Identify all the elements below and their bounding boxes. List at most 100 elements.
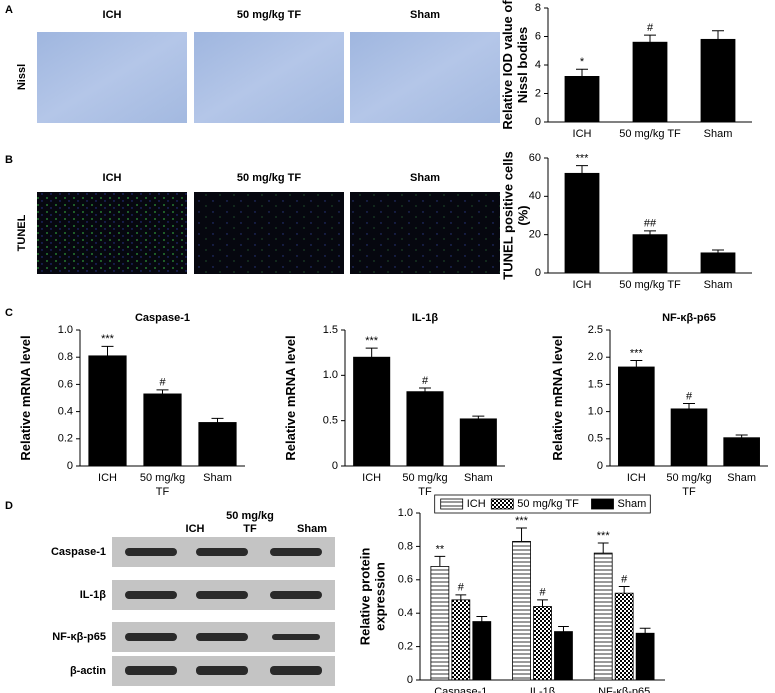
error-bar <box>419 387 431 392</box>
band <box>196 666 248 675</box>
significance-label: *** <box>597 530 611 542</box>
bar <box>554 631 573 681</box>
bar <box>632 41 668 123</box>
x-tick-label: ICH <box>98 472 117 484</box>
x-tick-label: IL-1β <box>529 686 556 693</box>
bar <box>632 234 668 274</box>
x-tick-label: ICH <box>572 279 592 291</box>
bar <box>700 252 736 274</box>
error-bar <box>712 249 724 253</box>
chart-title: NF-κβ-p65 <box>662 312 716 324</box>
y-tick-label: 0.2 <box>398 641 413 653</box>
column-label: ICH <box>103 9 122 21</box>
column-label: 50 mg/kg TF <box>237 172 301 184</box>
significance-label: # <box>422 375 429 387</box>
y-tick-label: 0.6 <box>398 574 413 586</box>
blot-row-label: Caspase-1 <box>51 546 106 558</box>
x-tick-label-box: Sham <box>203 472 232 484</box>
x-tick-label: NF-κβ-p65 <box>598 686 651 693</box>
chart-title: IL-1β <box>412 312 439 324</box>
nissl-image <box>194 32 344 123</box>
y-axis-label: Relative mRNA level <box>17 335 33 461</box>
x-tick-label: 50 mg/kg TF <box>619 279 681 291</box>
panel-label: C <box>5 307 13 319</box>
bar <box>406 391 444 467</box>
tunel-image <box>37 192 187 274</box>
x-tick-label-box: Sham <box>703 279 733 291</box>
bar <box>635 632 655 681</box>
legend-swatch <box>591 498 614 510</box>
error-bar <box>434 555 446 567</box>
row-label: TUNEL <box>16 214 28 251</box>
y-axis-label-box: Relative IOD value of Nissl bodies <box>500 0 530 129</box>
band <box>125 548 177 556</box>
y-tick-label: 1.5 <box>588 378 603 390</box>
bar <box>143 393 182 467</box>
blot-column-label-box: Sham <box>297 523 327 535</box>
error-bar <box>101 345 114 356</box>
nissl-image <box>37 32 187 123</box>
blot-bands <box>125 548 322 675</box>
significance-label: ** <box>436 543 445 555</box>
error-bar <box>156 389 169 394</box>
y-axis-label: Relative mRNA level <box>282 335 298 461</box>
x-tick-label-box: ICH <box>626 472 646 484</box>
x-tick-label-box: Sham <box>704 128 733 140</box>
band <box>270 548 322 556</box>
row-label: Nissl <box>16 64 28 90</box>
x-tick-label: 50 mg/kg TF <box>619 128 681 140</box>
x-tick-label-box: Sham <box>464 472 493 484</box>
chart-title: Caspase-1 <box>135 312 190 324</box>
error-bar <box>211 417 224 423</box>
panel-label: B <box>5 154 13 166</box>
band <box>270 591 322 599</box>
bar <box>564 76 600 123</box>
band <box>270 666 322 675</box>
y-tick-label: 1.0 <box>58 324 73 336</box>
y-axis-label: TUNEL positive cells (%) <box>500 151 530 280</box>
band <box>196 548 248 556</box>
x-tick-label: ICH <box>626 472 646 484</box>
x-tick-label-box: 50 mg/kg TF <box>619 279 681 291</box>
error-bar <box>576 68 588 77</box>
band <box>125 666 177 675</box>
band <box>125 633 177 641</box>
bar <box>700 38 736 123</box>
y-tick-label: 0.8 <box>398 540 413 552</box>
x-tick-label: Sham <box>703 279 733 291</box>
micrographs <box>37 32 500 274</box>
x-tick-label-box: NF-κβ-p65 <box>598 686 651 693</box>
y-tick-label: 0 <box>407 674 413 686</box>
error-bar <box>630 359 643 367</box>
error-bar <box>365 347 378 358</box>
x-tick-label: ICH <box>362 472 382 484</box>
error-bar <box>472 415 485 419</box>
error-bar <box>476 616 488 622</box>
significance-label: *** <box>515 515 529 527</box>
bar <box>564 172 600 274</box>
error-bar <box>639 627 651 634</box>
significance-label: *** <box>630 347 644 359</box>
y-axis-label-box: Relative mRNA level <box>17 335 33 461</box>
error-bar <box>455 594 467 600</box>
bar <box>430 566 450 681</box>
y-tick-label: 40 <box>529 190 541 202</box>
bar <box>533 606 552 681</box>
column-label: Sham <box>410 9 440 21</box>
y-axis-label-box: Relative mRNA level <box>550 335 565 460</box>
y-tick-label: 2.0 <box>588 351 603 363</box>
panel-label: A <box>5 4 13 16</box>
blot-row-label: β-actin <box>70 665 106 677</box>
bar <box>472 621 492 681</box>
y-tick-label: 0.8 <box>58 351 73 363</box>
error-bar <box>516 527 527 542</box>
y-tick-label: 0 <box>332 460 338 472</box>
significance-label: *** <box>365 335 379 347</box>
bar <box>614 592 634 681</box>
x-tick-label: 50 mg/kg TF <box>666 472 712 498</box>
x-tick-label-box: IL-1β <box>529 686 556 693</box>
y-tick-label: 0 <box>597 460 603 472</box>
y-tick-label: 0.4 <box>58 406 73 418</box>
blot-row-label: NF-κβ-p65 <box>52 631 106 643</box>
y-tick-label: 0.5 <box>588 433 603 445</box>
